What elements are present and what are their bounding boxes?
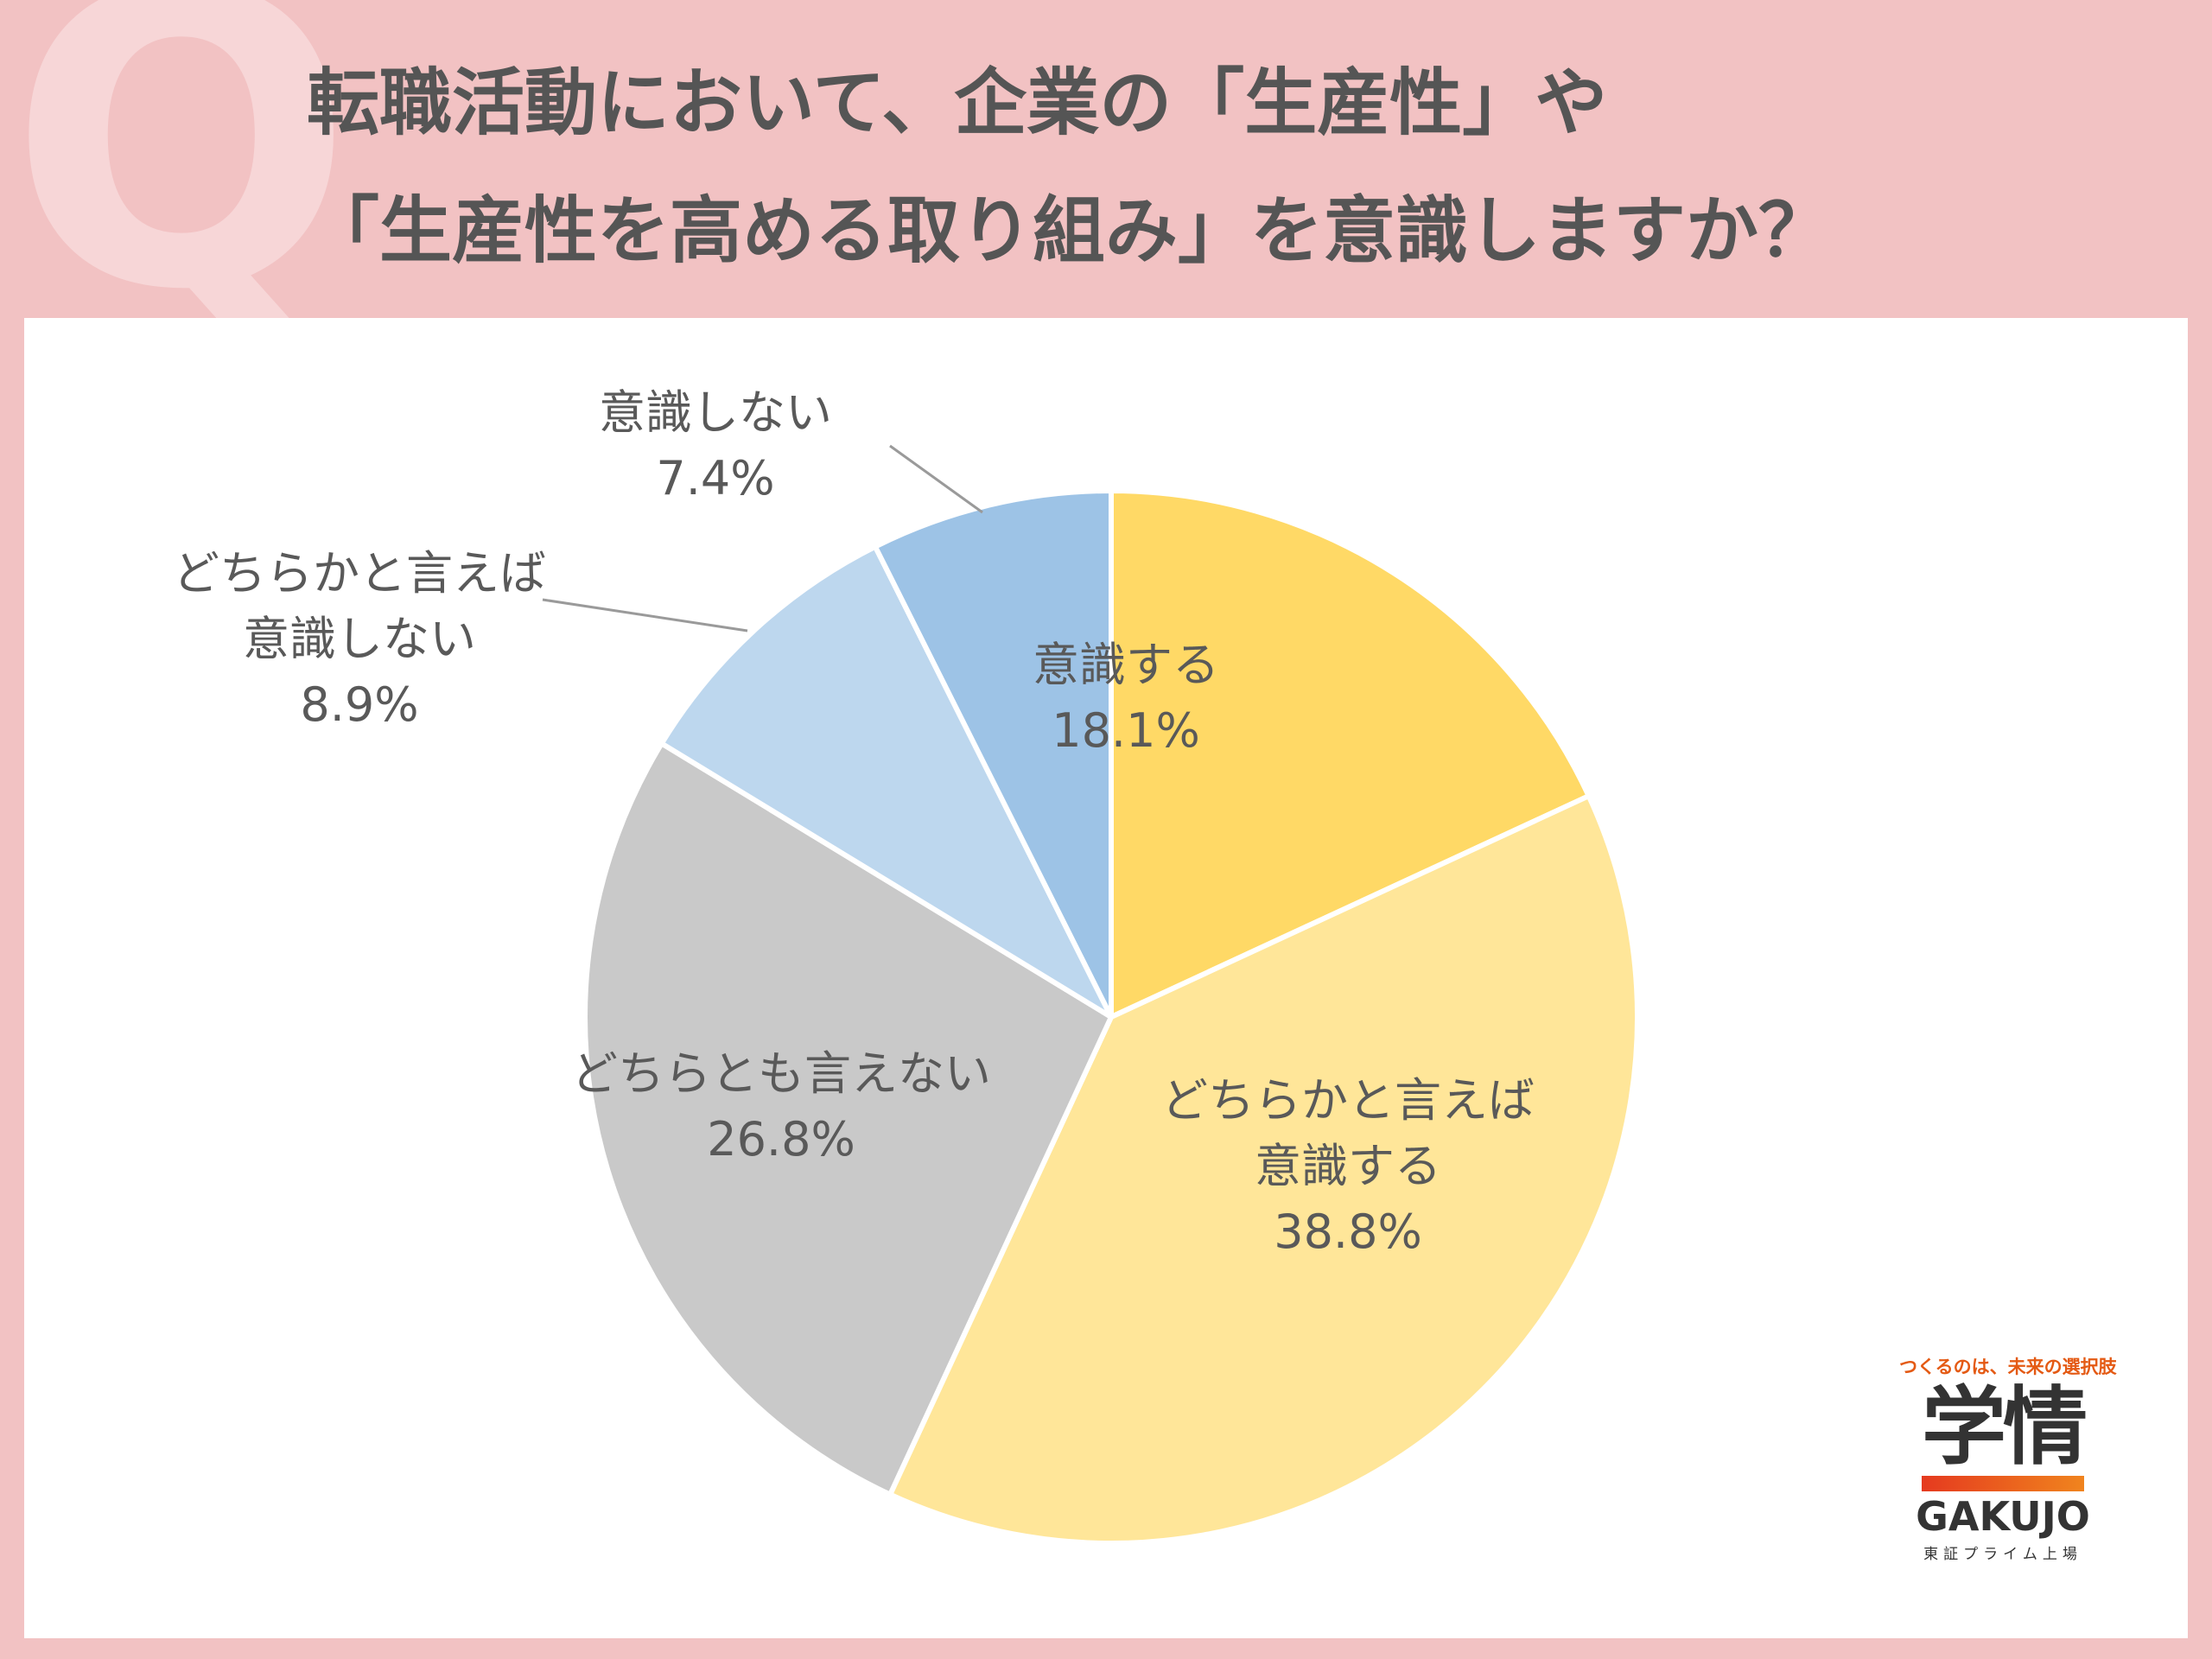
slice-name-5: 意識しない [599,385,832,440]
slice-value-5: 7.4% [656,451,774,505]
slice-name-4: 意識しない [243,612,476,666]
leader-line-5 [889,444,983,514]
slice-label-3: どちらとも言えない 26.8% [571,1046,991,1166]
logo-tagline: つくるのは、未来の選択肢 [1899,1357,2117,1377]
pie-chart: 意識する 18.1%どちらかと言えば意識する 38.8%どちらとも言えない 26.8%… [173,385,1641,1547]
page-title: 転職活動において、企業の「生産性」や 「生産性を高める取り組み」を意識しますか？ [307,39,1831,295]
logo-sub: 東証プライム上場 [1923,1546,2082,1563]
slice-value-2: 38.8% [1274,1205,1422,1259]
pie-slice-2 [887,793,1641,1547]
slice-name-3: どちらとも言えない [571,1046,991,1101]
q-mark: Q [9,0,354,378]
slice-name-1: 意識する [1033,638,1219,692]
slice-value-1: 18.1% [1052,703,1200,758]
chart-card: 意識する 18.1% どちらかと言えば意識する 38.8% どちらとも言えない 26.8%… [24,318,2188,1638]
logo-latin: GAKUJO [1916,1493,2090,1540]
slice-label-1: 意識する 18.1% [1033,638,1219,758]
pie-slice-5 [872,488,1114,1020]
title-line-1: 転職活動において、企業の「生産性」や [307,60,1608,145]
logo-kanji: 学情 [1921,1378,2088,1477]
pie-slice-1 [1109,488,1592,1020]
gakujo-logo: つくるのは、未来の選択肢 学情 GAKUJO 東証プライム上場 [1899,1353,2117,1563]
slice-value-4: 8.9% [300,677,418,732]
pie-slice-4 [658,543,1114,1020]
title-line-2: 「生産性を高める取り組み」を意識しますか？ [307,188,1832,273]
slice-label-4: どちらかと言えば意識しない 8.9% [173,546,546,732]
slice-name-2: どちらかと言えば [1161,1073,1535,1128]
leader-line-4 [542,598,748,632]
slice-label-2: どちらかと言えば意識する 38.8% [1161,1073,1535,1259]
logo-bar [1922,1476,2084,1491]
slice-label-5: 意識しない 7.4% [599,385,832,505]
slice-name-2: 意識する [1255,1139,1441,1193]
pie-slice-3 [582,741,1114,1497]
slice-value-3: 26.8% [707,1112,855,1166]
slice-name-4: どちらかと言えば [173,546,546,601]
